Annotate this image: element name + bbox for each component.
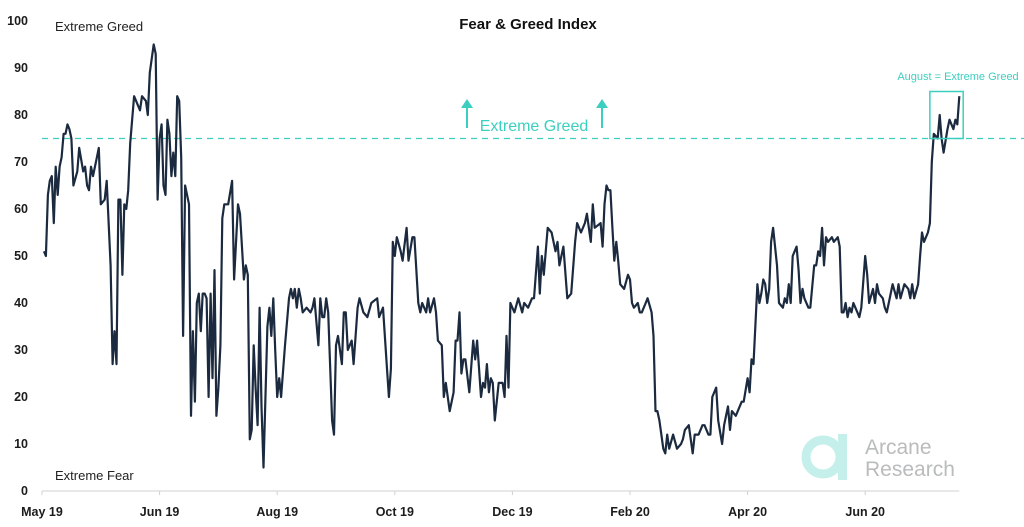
up-arrow-icon	[596, 99, 608, 128]
y-tick-label: 60	[14, 202, 28, 216]
chart-title: Fear & Greed Index	[459, 16, 597, 33]
y-tick-label: 40	[14, 296, 28, 310]
x-tick-label: Jun 19	[140, 505, 180, 519]
logo-text-line2: Research	[865, 458, 955, 481]
y-tick-label: 70	[14, 155, 28, 169]
threshold-label: Extreme Greed	[480, 118, 588, 135]
arcane-research-logo: Arcane Research	[801, 434, 955, 481]
y-tick-label: 80	[14, 108, 28, 122]
logo-text-line1: Arcane	[865, 436, 932, 459]
x-tick-label: Oct 19	[376, 505, 414, 519]
x-tick-label: May 19	[21, 505, 63, 519]
zone-label-extreme-greed: Extreme Greed	[55, 19, 143, 34]
x-tick-label: Dec 19	[492, 505, 532, 519]
y-tick-label: 90	[14, 61, 28, 75]
x-tick-label: Jun 20	[845, 505, 885, 519]
series-line	[42, 43, 961, 469]
zone-label-extreme-fear: Extreme Fear	[55, 468, 134, 483]
x-tick-label: Aug 19	[256, 505, 298, 519]
y-tick-label: 30	[14, 343, 28, 357]
annotation-label: August = Extreme Greed	[897, 71, 1018, 83]
annotation-box	[929, 90, 964, 140]
x-tick-label: Apr 20	[728, 505, 767, 519]
x-tick-label: Feb 20	[610, 505, 650, 519]
y-tick-label: 100	[7, 14, 28, 28]
y-tick-label: 20	[14, 390, 28, 404]
y-axis: 0 10 20 30 40 50 60 70 80 90 100	[7, 14, 28, 498]
y-tick-label: 10	[14, 437, 28, 451]
y-tick-label: 50	[14, 249, 28, 263]
y-tick-label: 0	[21, 484, 28, 498]
up-arrow-icon	[461, 99, 473, 128]
x-axis: May 19 Jun 19 Aug 19 Oct 19 Dec 19 Feb 20 Apr …	[21, 490, 960, 519]
